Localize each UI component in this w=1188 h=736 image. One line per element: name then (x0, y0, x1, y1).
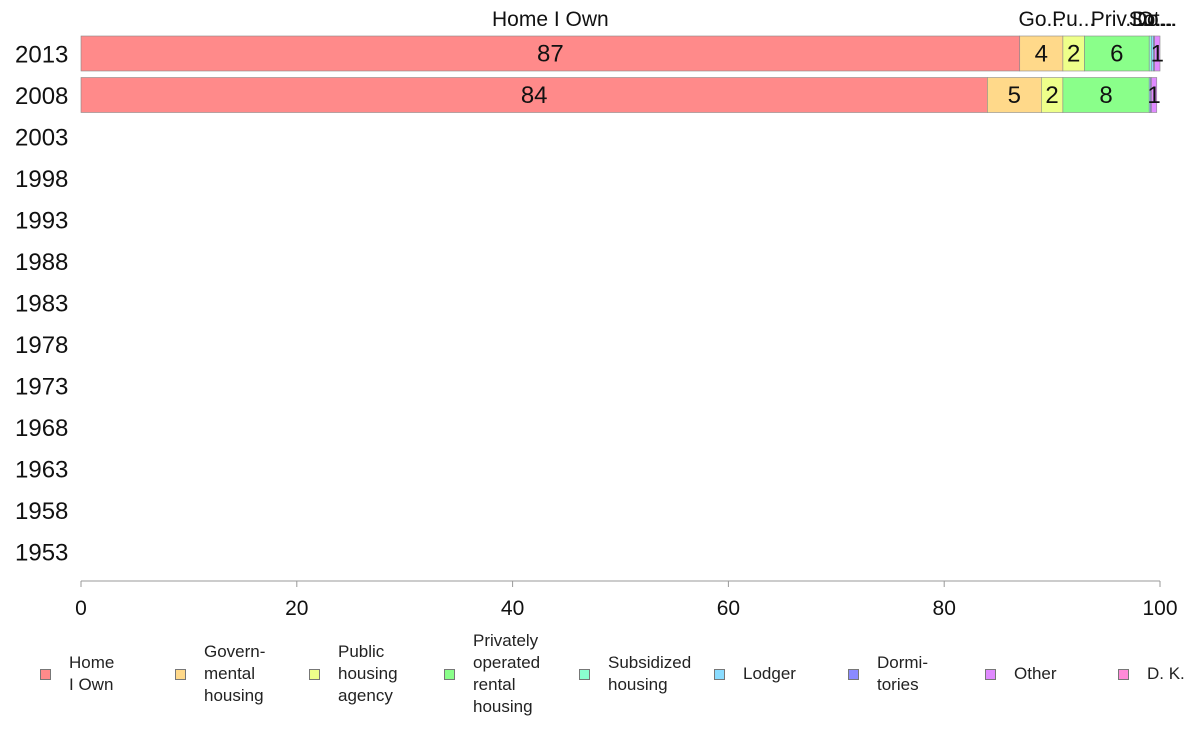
legend-swatch (848, 668, 859, 680)
year-label: 2008 (15, 83, 68, 110)
year-label: 1968 (15, 415, 68, 442)
x-axis: 0 20 40 60 80 100 (75, 580, 1178, 620)
legend-swatch (985, 668, 996, 680)
stacked-bar-chart: Home I Own Go...Pu...Priv...Su...Lo...Do.… (15, 8, 1178, 620)
bar-segment (80, 35, 1021, 72)
year-label: 2003 (15, 125, 68, 152)
legend-swatch (175, 668, 186, 680)
legend-label: Home I Own (69, 653, 115, 694)
segment-header-label: Do... (1132, 8, 1176, 31)
legend-item: Public housing agency (309, 641, 398, 707)
data-label: 2 (1045, 82, 1058, 109)
segment-header-labels: Home I Own Go...Pu...Priv...Su...Lo...Do.… (492, 8, 1177, 31)
legend-item: D. K. (1118, 663, 1185, 685)
legend-item: Dormi- tories (848, 652, 928, 696)
legend-label: Lodger (743, 664, 796, 683)
legend-swatch (309, 668, 320, 680)
legend-label: Public housing agency (338, 642, 398, 705)
data-label: 6 (1110, 41, 1123, 68)
x-tick-label: 80 (933, 597, 956, 620)
legend-item: Subsidized housing (579, 652, 691, 696)
legend-item: Privately operated rental housing (444, 630, 540, 718)
bar-segment (1062, 77, 1150, 113)
segment-header-label: Priv... (1091, 8, 1143, 31)
year-label: 1983 (15, 291, 68, 318)
year-axis: 2013 2008 2003 1998 1993 1988 1983 1978 1973 1968… (15, 42, 68, 567)
year-label: 1993 (15, 208, 68, 235)
data-label: 5 (1008, 82, 1021, 109)
legend-swatch (444, 668, 455, 680)
year-label: 1988 (15, 249, 68, 276)
segment-header-label: Go... (1019, 8, 1065, 31)
year-label: 1973 (15, 374, 68, 401)
x-tick-label: 40 (501, 597, 524, 620)
bar-segment (1019, 35, 1064, 72)
legend-item: Lodger (714, 663, 796, 685)
year-label: 1978 (15, 332, 68, 359)
legend-label: Other (1014, 664, 1057, 683)
legend-item: Other (985, 663, 1057, 685)
year-label: 2013 (15, 42, 68, 69)
legend: Home I Own Govern- mental housing Public h… (0, 628, 1188, 728)
legend-label: Govern- mental housing (204, 642, 266, 705)
bar-segment (1084, 35, 1150, 72)
data-label: 1 (1151, 41, 1164, 68)
legend-swatch (579, 668, 590, 680)
data-label: 84 (521, 82, 548, 109)
x-tick-label: 60 (717, 597, 740, 620)
segment-header-label: Pu... (1052, 8, 1095, 31)
data-label: 87 (537, 41, 564, 68)
legend-swatch (714, 668, 725, 680)
bar-segment (1154, 35, 1161, 72)
bar-segment (80, 77, 988, 113)
bar-area: 87 4 2 6 184 5 2 8 1 (80, 35, 1164, 113)
legend-item: Govern- mental housing (175, 641, 265, 707)
segment-header-label: Lo... (1132, 8, 1173, 31)
segment-header-label: Home I Own (492, 8, 609, 31)
year-label: 1998 (15, 166, 68, 193)
bar-segment (1151, 77, 1158, 113)
segment-header-label: Ot... (1137, 8, 1177, 31)
x-tick-label: 100 (1142, 597, 1177, 620)
x-tick-label: 20 (285, 597, 308, 620)
legend-swatch (1118, 668, 1129, 680)
legend-label: Dormi- tories (877, 653, 928, 694)
year-label: 1963 (15, 457, 68, 484)
segment-header-label: Su... (1129, 8, 1172, 31)
legend-item: Home I Own (40, 652, 114, 696)
legend-label: D. K. (1147, 664, 1185, 683)
legend-label: Subsidized housing (608, 653, 692, 694)
data-label: 1 (1147, 82, 1160, 109)
legend-label: Privately operated rental housing (473, 631, 541, 716)
data-label: 2 (1067, 41, 1080, 68)
data-label: 8 (1099, 82, 1112, 109)
x-tick-label: 0 (75, 597, 87, 620)
year-label: 1953 (15, 540, 68, 567)
year-label: 1958 (15, 498, 68, 525)
data-label: 4 (1035, 41, 1048, 68)
legend-swatch (40, 668, 51, 680)
